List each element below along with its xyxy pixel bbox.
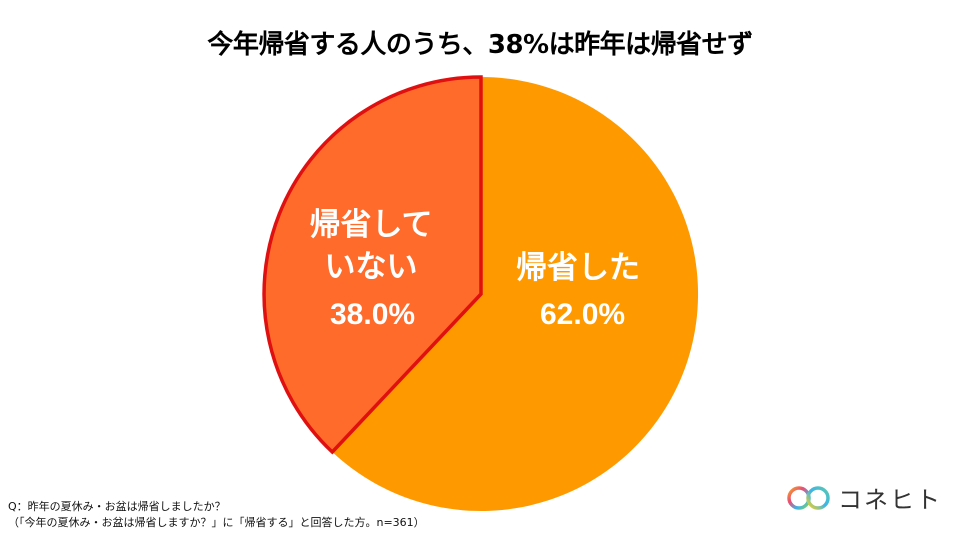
infinity-ring-logo-icon — [787, 485, 830, 510]
pct-returned: 62.0% — [540, 298, 626, 331]
footnote-condition: （「今年の夏休み・お盆は帰省しますか？」に「帰省する」と回答した方。n=361） — [8, 516, 425, 529]
label-not-returned: 帰省して いない — [296, 204, 446, 288]
footnote-question: Q：昨年の夏休み・お盆は帰省しましたか？ — [8, 500, 226, 513]
pct-not-returned: 38.0% — [330, 298, 416, 331]
label-not-returned-line1: 帰省して — [309, 207, 433, 243]
pie-slice-returned — [332, 77, 699, 511]
label-returned: 帰省した — [516, 250, 640, 286]
pie-slice-not-returned — [262, 75, 483, 455]
chart-title: 今年帰省する人のうち、38%は昨年は帰省せず — [207, 30, 753, 60]
brand-logo: コネヒト — [786, 480, 942, 515]
footnote: Q：昨年の夏休み・お盆は帰省しましたか？ （「今年の夏休み・お盆は帰省しますか？… — [8, 499, 425, 531]
logo-text: コネヒト — [838, 486, 942, 514]
label-not-returned-line2: いない — [324, 249, 418, 285]
